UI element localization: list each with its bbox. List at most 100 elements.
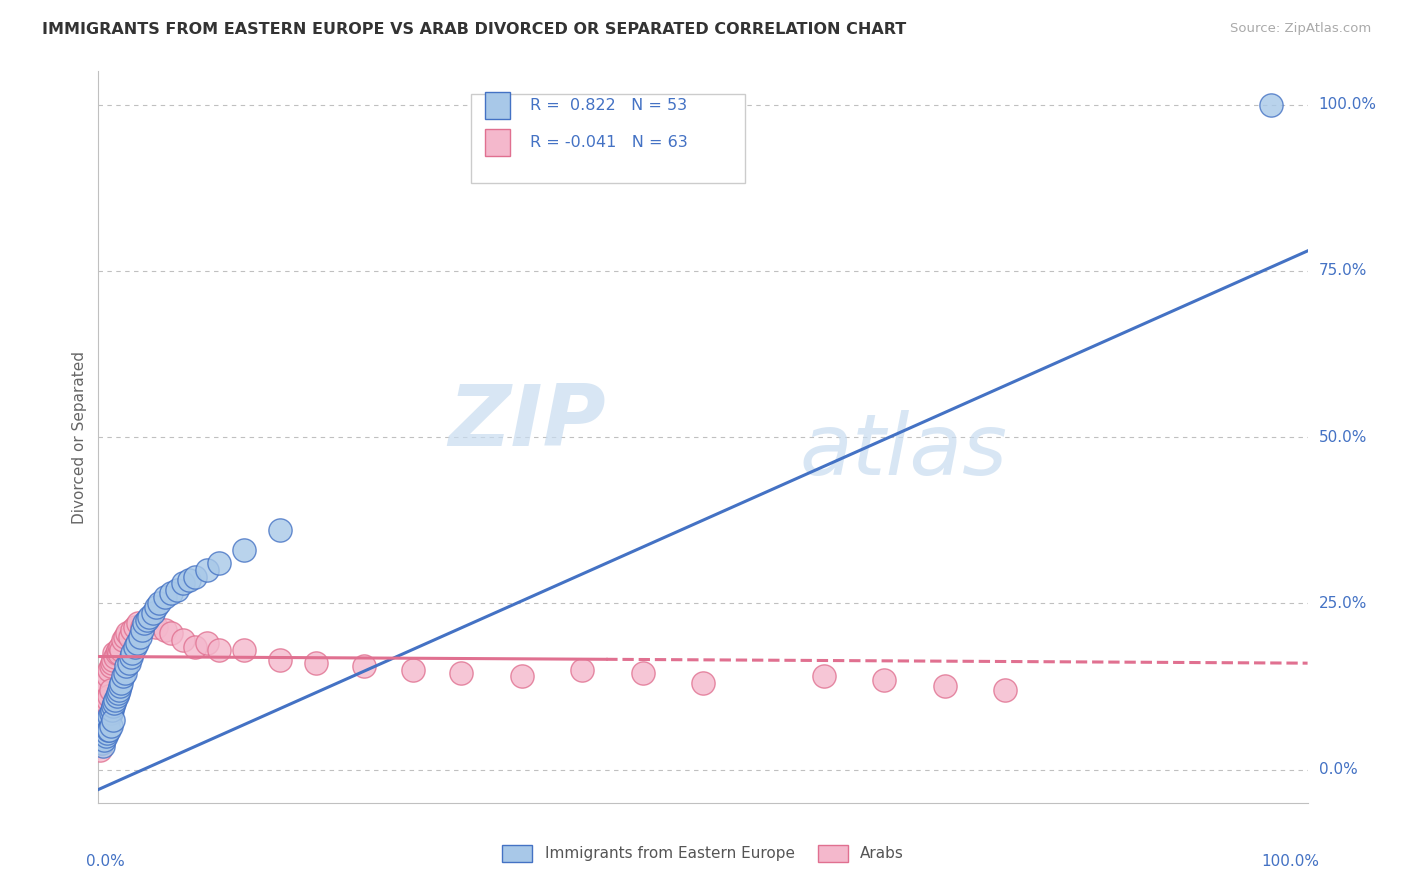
Point bbox=[97, 723, 120, 737]
Text: atlas: atlas bbox=[800, 410, 1008, 493]
Point bbox=[94, 716, 117, 731]
Point bbox=[94, 682, 117, 697]
Point bbox=[91, 729, 114, 743]
Point bbox=[118, 656, 141, 670]
Point bbox=[402, 663, 425, 677]
Point bbox=[115, 659, 138, 673]
Point bbox=[160, 626, 183, 640]
Point bbox=[100, 706, 122, 720]
Point bbox=[104, 649, 127, 664]
Text: 0.0%: 0.0% bbox=[86, 854, 125, 869]
Point bbox=[97, 669, 120, 683]
Point bbox=[510, 669, 533, 683]
Point bbox=[208, 557, 231, 571]
Point bbox=[269, 653, 291, 667]
Point bbox=[873, 673, 896, 687]
Point bbox=[118, 630, 141, 644]
Point bbox=[172, 632, 194, 647]
Point bbox=[121, 623, 143, 637]
Point bbox=[131, 619, 153, 633]
Point bbox=[91, 736, 114, 750]
Point bbox=[135, 613, 157, 627]
Text: R = -0.041   N = 63: R = -0.041 N = 63 bbox=[530, 136, 688, 150]
Point bbox=[153, 623, 176, 637]
Point bbox=[91, 713, 114, 727]
Text: R =  0.822   N = 53: R = 0.822 N = 53 bbox=[530, 98, 688, 112]
Point bbox=[91, 726, 114, 740]
Point bbox=[1260, 97, 1282, 112]
Point bbox=[142, 607, 165, 621]
Point bbox=[160, 586, 183, 600]
Point bbox=[97, 692, 120, 706]
Text: IMMIGRANTS FROM EASTERN EUROPE VS ARAB DIVORCED OR SEPARATED CORRELATION CHART: IMMIGRANTS FROM EASTERN EUROPE VS ARAB D… bbox=[42, 22, 907, 37]
Point bbox=[127, 616, 149, 631]
Point bbox=[631, 666, 654, 681]
Point bbox=[110, 676, 132, 690]
Text: 100.0%: 100.0% bbox=[1319, 97, 1376, 112]
Point bbox=[91, 719, 114, 733]
Point bbox=[100, 682, 122, 697]
Point bbox=[100, 659, 122, 673]
Point bbox=[94, 699, 117, 714]
Point bbox=[100, 703, 122, 717]
Point bbox=[94, 719, 117, 733]
Point bbox=[104, 692, 127, 706]
Text: 50.0%: 50.0% bbox=[1319, 430, 1367, 444]
Point bbox=[934, 680, 956, 694]
Point bbox=[93, 732, 115, 747]
Text: Source: ZipAtlas.com: Source: ZipAtlas.com bbox=[1230, 22, 1371, 36]
Point bbox=[450, 666, 472, 681]
Point bbox=[107, 686, 129, 700]
Point bbox=[89, 742, 111, 756]
Legend: Immigrants from Eastern Europe, Arabs: Immigrants from Eastern Europe, Arabs bbox=[496, 838, 910, 868]
Text: 75.0%: 75.0% bbox=[1319, 263, 1367, 278]
Point bbox=[145, 619, 167, 633]
Point bbox=[145, 599, 167, 614]
Point bbox=[131, 623, 153, 637]
Point bbox=[98, 723, 121, 737]
Point bbox=[91, 699, 114, 714]
Text: 25.0%: 25.0% bbox=[1319, 596, 1367, 611]
Point bbox=[813, 669, 835, 683]
Point bbox=[305, 656, 328, 670]
Point bbox=[90, 736, 112, 750]
Point bbox=[208, 643, 231, 657]
Point bbox=[101, 713, 124, 727]
Point bbox=[124, 640, 146, 654]
Point bbox=[994, 682, 1017, 697]
Text: 100.0%: 100.0% bbox=[1261, 854, 1320, 869]
Point bbox=[94, 729, 117, 743]
Point bbox=[172, 576, 194, 591]
Text: ZIP: ZIP bbox=[449, 381, 606, 464]
Point bbox=[108, 682, 131, 697]
Point bbox=[111, 632, 134, 647]
Point bbox=[91, 726, 114, 740]
Point bbox=[124, 619, 146, 633]
Point bbox=[110, 643, 132, 657]
Point bbox=[148, 596, 170, 610]
Point bbox=[166, 582, 188, 597]
Point bbox=[100, 719, 122, 733]
Point bbox=[692, 676, 714, 690]
Point bbox=[93, 690, 115, 704]
Point bbox=[98, 663, 121, 677]
Point bbox=[105, 690, 128, 704]
Point bbox=[108, 680, 131, 694]
Point bbox=[103, 646, 125, 660]
Point bbox=[98, 690, 121, 704]
Point bbox=[138, 609, 160, 624]
Point bbox=[135, 613, 157, 627]
Point bbox=[96, 676, 118, 690]
Point bbox=[184, 570, 207, 584]
Y-axis label: Divorced or Separated: Divorced or Separated bbox=[72, 351, 87, 524]
Point bbox=[96, 716, 118, 731]
Point bbox=[184, 640, 207, 654]
Point bbox=[179, 573, 201, 587]
Point bbox=[96, 696, 118, 710]
Point bbox=[120, 649, 142, 664]
Point bbox=[90, 729, 112, 743]
Point bbox=[114, 666, 136, 681]
Point bbox=[121, 646, 143, 660]
Point bbox=[195, 636, 218, 650]
Point bbox=[107, 643, 129, 657]
